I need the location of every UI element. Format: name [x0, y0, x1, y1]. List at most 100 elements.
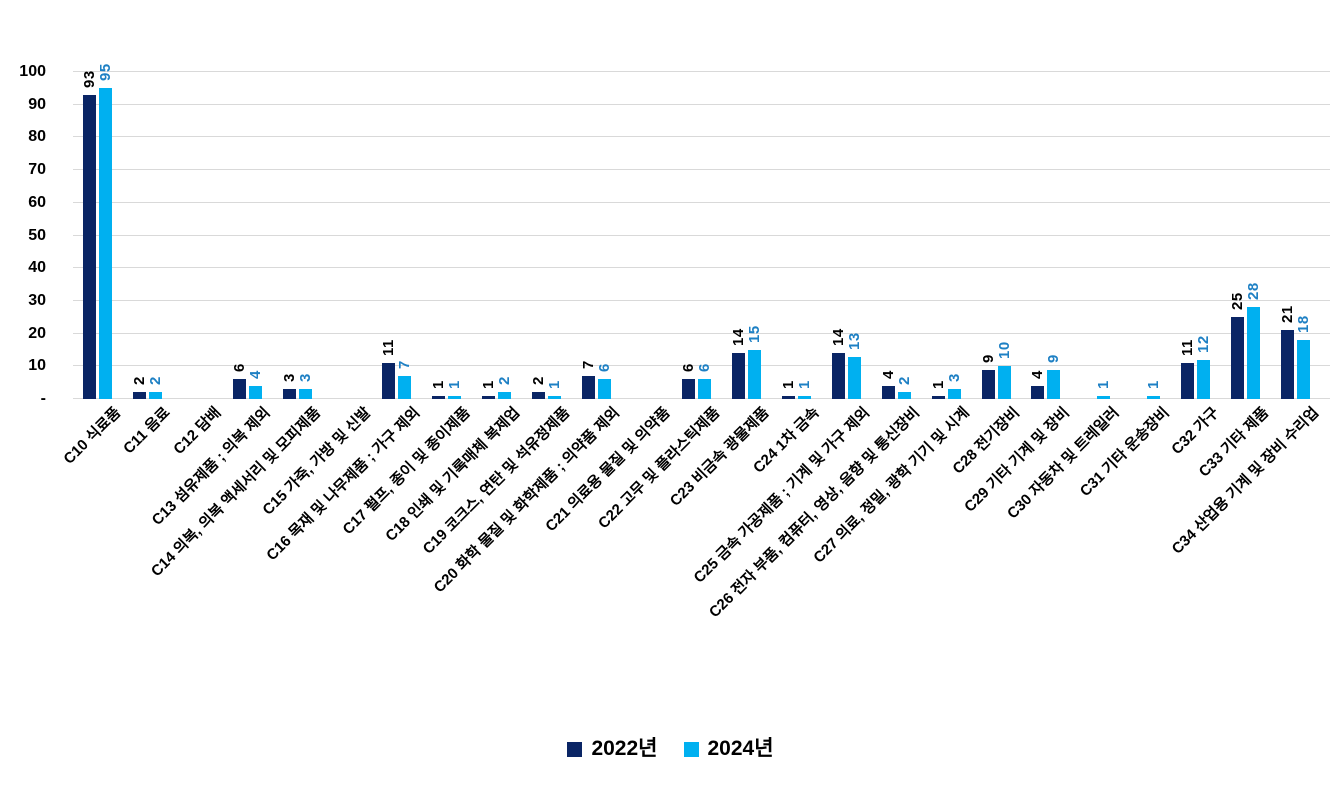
legend-label: 2022년	[591, 737, 658, 760]
value-label: 18	[1295, 315, 1313, 334]
value-label: 2	[530, 376, 548, 386]
gridline	[73, 299, 1330, 301]
value-label: 9	[979, 353, 997, 363]
bar-2024년	[498, 392, 512, 399]
value-label: 95	[96, 63, 114, 82]
value-label: 1	[795, 379, 813, 389]
category-group: 25 28	[1221, 72, 1271, 399]
bar-2024년	[248, 385, 262, 399]
value-label: 4	[879, 370, 897, 379]
legend-swatch	[683, 741, 699, 757]
value-label: 6	[596, 363, 614, 373]
bar-2024년	[747, 349, 761, 399]
bar-2024년	[1047, 369, 1061, 399]
gridline	[73, 201, 1330, 203]
bar-2024년	[1297, 340, 1311, 399]
value-label: 1	[430, 379, 448, 389]
value-label: 1	[1145, 379, 1163, 389]
x-axis-labels: C10 식료품 C11 음료 C12 담배 C13 섬유제품 ; 의복 제외 C14 의…	[0, 404, 1341, 714]
value-label: 2	[130, 376, 148, 386]
gridline	[73, 103, 1330, 105]
value-label: 11	[1179, 339, 1197, 357]
value-label: 3	[945, 373, 963, 383]
gridline	[73, 136, 1330, 138]
value-label: 2	[496, 376, 514, 386]
category-group: 14 13	[822, 72, 872, 399]
gridline	[73, 71, 1330, 72]
y-axis-tick-label: 10	[28, 357, 46, 375]
legend-swatch	[567, 741, 583, 757]
gridline	[73, 332, 1330, 334]
y-axis: - 10 20 30 40 50 60 70 80 90 100	[0, 63, 50, 407]
bar-2022년	[432, 395, 446, 399]
gridline	[73, 365, 1330, 367]
bar-2024년	[1097, 395, 1111, 399]
value-label: 3	[280, 373, 298, 383]
value-label: 7	[396, 360, 414, 370]
bar-2022년	[881, 385, 895, 399]
category-group: 93 95	[73, 64, 123, 399]
bar-2022년	[981, 369, 995, 399]
category-group	[173, 72, 223, 399]
value-label: 21	[1279, 305, 1297, 324]
value-label: 11	[380, 339, 398, 357]
bar-2022년	[931, 395, 945, 399]
value-label: 1	[480, 379, 498, 389]
x-axis-label: C10 식료품	[60, 404, 124, 468]
y-axis-tick-label: 30	[28, 291, 46, 309]
bar-2022년	[282, 389, 296, 399]
bar-2022년	[1281, 330, 1295, 399]
x-axis-label: C31 기타 운송장비	[1076, 404, 1173, 500]
value-label: 14	[829, 328, 847, 347]
bar-2022년	[731, 353, 745, 399]
bar-2024년	[548, 395, 562, 399]
bar-2024년	[897, 392, 911, 399]
bar-2022년	[382, 363, 396, 399]
bar-2022년	[532, 392, 546, 399]
value-label: 13	[845, 331, 863, 350]
value-label: 4	[246, 370, 264, 379]
category-group: 11 7	[373, 72, 423, 399]
category-group: 21 18	[1271, 72, 1321, 399]
bar-2022년	[781, 395, 795, 399]
value-label: 6	[695, 363, 713, 373]
value-label: 10	[995, 341, 1013, 360]
bar-2022년	[831, 353, 845, 399]
y-axis-tick-label: 40	[28, 259, 46, 277]
gridline	[73, 169, 1330, 171]
bar-2022년	[681, 379, 695, 399]
category-group: 9 10	[972, 72, 1022, 399]
value-label: 6	[679, 363, 697, 373]
legend-label: 2024년	[707, 737, 774, 760]
x-axis-label: C11 음료	[120, 404, 174, 458]
y-axis-tick-label: 70	[28, 161, 46, 179]
value-label: 25	[1229, 292, 1247, 311]
bar-2024년	[448, 395, 462, 399]
x-axis-label: C20 화학 물질 및 화학제품 ; 의약품 제외	[430, 404, 624, 597]
value-label: 3	[296, 373, 314, 383]
bar-2024년	[847, 356, 861, 399]
y-axis-tick-label: 80	[28, 128, 46, 146]
bar-2024년	[398, 376, 412, 399]
bar-2024년	[298, 389, 312, 399]
bar-2022년	[1031, 385, 1045, 399]
category-group: 1	[1071, 72, 1121, 399]
value-label: 1	[546, 379, 564, 389]
y-axis-tick-label: 20	[28, 324, 46, 342]
category-group: 1	[1121, 72, 1171, 399]
bar-2024년	[697, 379, 711, 399]
bar-2024년	[1147, 395, 1161, 399]
bar-2024년	[947, 389, 961, 399]
bar-2022년	[1181, 363, 1195, 399]
legend-item: 2024년	[683, 737, 774, 761]
bar-2024년	[1197, 359, 1211, 399]
